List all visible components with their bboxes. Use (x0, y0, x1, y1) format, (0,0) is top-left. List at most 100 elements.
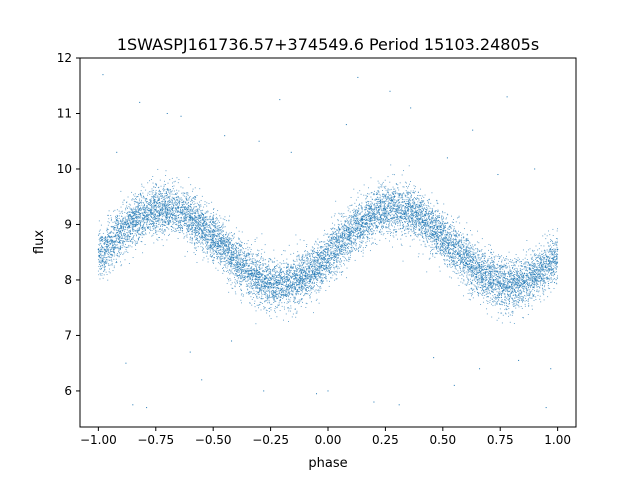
data-point (278, 302, 280, 304)
data-point (140, 232, 142, 234)
data-point (188, 225, 190, 227)
data-point (202, 217, 204, 219)
data-point (181, 231, 183, 233)
data-point (225, 234, 226, 235)
data-point (120, 225, 122, 227)
data-point (132, 242, 133, 244)
data-point (425, 235, 427, 237)
data-point (219, 257, 221, 258)
data-point (109, 239, 111, 241)
data-point (158, 200, 160, 201)
data-point (261, 280, 263, 282)
data-point (227, 242, 228, 244)
data-point (236, 280, 238, 281)
data-point (453, 242, 454, 244)
data-point (183, 204, 185, 205)
data-point (415, 227, 417, 229)
data-point (375, 210, 377, 212)
data-point (388, 212, 390, 214)
data-point (502, 266, 503, 268)
data-point (501, 286, 503, 288)
data-point (194, 199, 196, 200)
data-point (359, 235, 360, 236)
data-point (471, 257, 473, 259)
data-point (242, 275, 244, 276)
data-point (392, 216, 394, 218)
data-point (433, 213, 434, 215)
data-point (169, 213, 171, 214)
data-point (174, 208, 176, 210)
data-point (449, 233, 451, 235)
data-point (541, 268, 543, 270)
data-point (462, 233, 464, 235)
data-point (240, 258, 241, 260)
data-point (121, 247, 123, 249)
data-point (440, 236, 442, 238)
data-point (458, 239, 460, 241)
data-point (125, 219, 127, 220)
data-point (427, 225, 429, 227)
data-point (491, 316, 493, 318)
data-point (379, 214, 381, 216)
data-point (524, 305, 526, 307)
data-point (390, 195, 392, 197)
data-point (101, 245, 103, 247)
data-point (387, 226, 389, 228)
data-point (350, 247, 352, 249)
data-point (334, 257, 335, 259)
data-point (139, 223, 141, 225)
data-point (292, 276, 293, 278)
data-point (436, 216, 438, 218)
data-point (257, 254, 259, 256)
data-point (309, 264, 311, 265)
data-point (401, 201, 403, 203)
data-point (387, 197, 389, 199)
data-point (107, 242, 108, 244)
data-point (481, 290, 482, 292)
data-point (555, 282, 557, 284)
data-point (159, 237, 160, 238)
data-point (317, 272, 319, 274)
chart-title: 1SWASPJ161736.57+374549.6 Period 15103.2… (117, 35, 539, 54)
data-point (487, 282, 489, 284)
data-point (111, 248, 113, 250)
data-point (314, 274, 316, 276)
data-point (171, 209, 173, 211)
data-point (483, 297, 485, 299)
data-point (416, 207, 418, 209)
data-point (456, 253, 458, 255)
data-point (520, 298, 522, 300)
data-point (219, 257, 221, 259)
data-point (155, 205, 157, 206)
data-point (507, 298, 509, 300)
data-point (124, 236, 126, 238)
data-point (414, 213, 416, 215)
data-point (128, 230, 130, 232)
data-point (250, 258, 252, 260)
data-point (534, 253, 536, 255)
data-point (454, 254, 455, 255)
data-point (193, 230, 195, 232)
data-point (354, 259, 356, 261)
data-point (342, 231, 344, 233)
data-point (408, 228, 410, 230)
data-point (169, 209, 171, 211)
data-point (205, 227, 207, 229)
data-point (321, 241, 323, 243)
data-point (208, 247, 210, 249)
data-point (502, 314, 504, 316)
data-point (225, 244, 227, 245)
data-point (517, 257, 519, 259)
data-point (382, 202, 384, 204)
data-point (267, 297, 269, 298)
data-point (272, 292, 274, 294)
data-point (508, 272, 509, 274)
data-point (444, 239, 446, 241)
data-point (169, 201, 171, 203)
data-point (255, 285, 257, 287)
data-point (346, 234, 348, 235)
data-point (212, 218, 214, 220)
data-point (397, 214, 398, 216)
data-point (519, 276, 520, 278)
data-point (374, 190, 375, 192)
